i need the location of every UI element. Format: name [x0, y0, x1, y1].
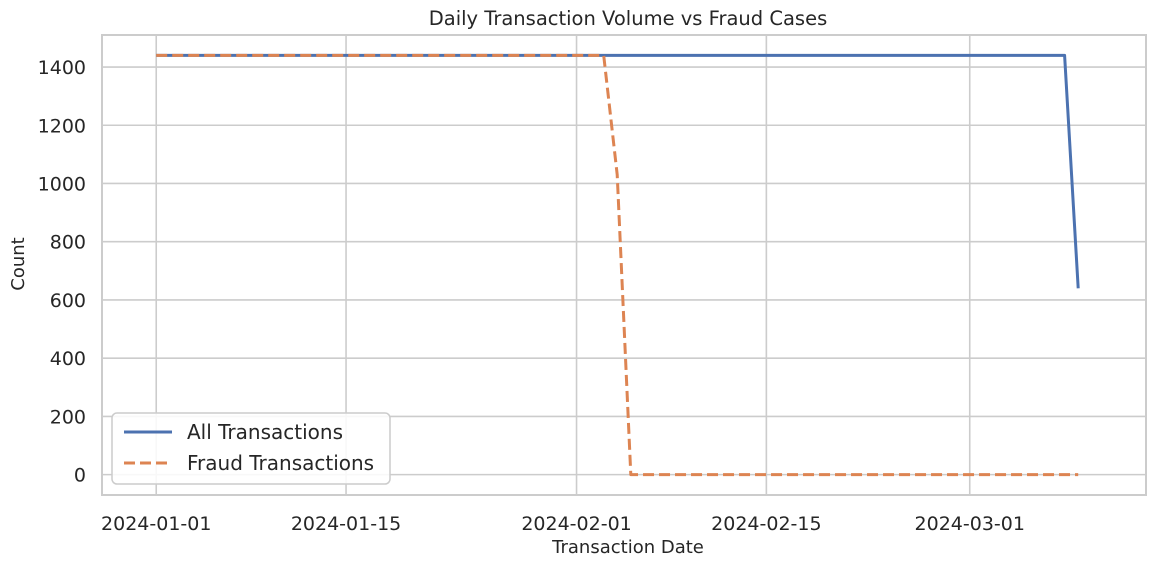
y-tick-label: 400	[50, 348, 86, 370]
x-tick-label: 2024-02-01	[521, 513, 631, 535]
series-line-all-transactions	[156, 53, 1080, 289]
x-tick-label: 2024-01-15	[291, 513, 401, 535]
legend-box	[111, 412, 391, 485]
y-tick-label: 1400	[38, 57, 86, 79]
x-tick-label: 2024-03-01	[915, 513, 1025, 535]
y-tick-label: 1000	[38, 173, 86, 195]
x-tick-label: 2024-02-15	[711, 513, 821, 535]
series-line-fraud-transactions	[156, 53, 1079, 477]
plot-series	[156, 53, 1080, 477]
y-tick-label: 0	[74, 465, 86, 487]
legend: All Transactions Fraud Transactions	[111, 412, 391, 485]
x-axis-title: Transaction Date	[551, 537, 704, 558]
legend-label: Fraud Transactions	[187, 451, 374, 475]
legend-label: All Transactions	[187, 420, 343, 444]
y-tick-label: 800	[50, 232, 86, 254]
y-axis-title: Count	[8, 237, 29, 290]
x-axis-ticks: 2024-01-01 2024-01-15 2024-02-01 2024-02-15…	[101, 513, 1025, 535]
x-tick-label: 2024-01-01	[101, 513, 211, 535]
y-axis-ticks: 0 200 400 600 800 1000 1200 1400	[38, 57, 86, 487]
y-tick-label: 600	[50, 290, 86, 312]
y-tick-label: 200	[50, 406, 86, 428]
y-tick-label: 1200	[38, 115, 86, 137]
plot-frame	[101, 34, 1147, 496]
chart-title: Daily Transaction Volume vs Fraud Cases	[429, 7, 828, 30]
